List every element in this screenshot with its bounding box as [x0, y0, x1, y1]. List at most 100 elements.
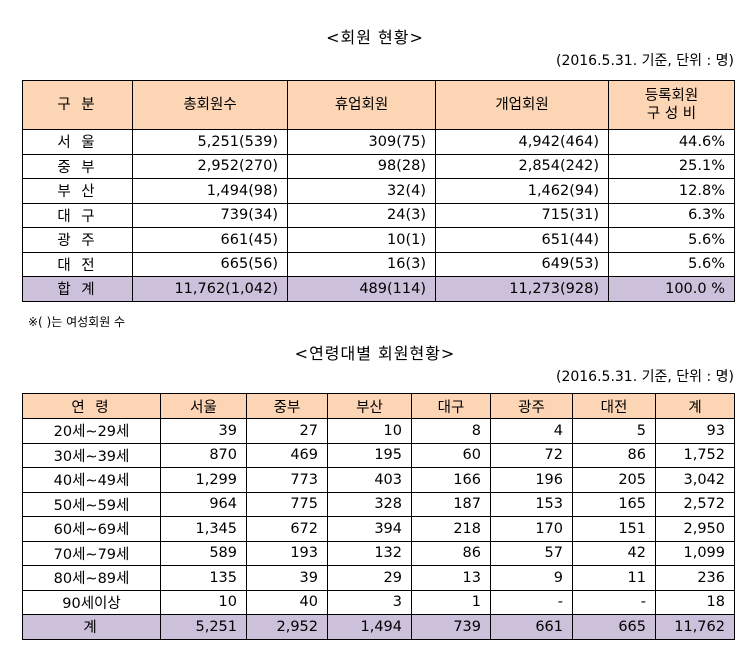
header-jungbu: 중부 — [246, 393, 328, 419]
table-row: 90세이상 10 40 3 1- -18 — [22, 589, 735, 615]
table-cell: 29 — [327, 565, 412, 591]
total-cell: 100.0 % — [608, 276, 735, 302]
table-cell: 12.8% — [608, 178, 735, 204]
table-row: 40세∼49세 1,299 773 403 166 196 205 3,042 — [22, 467, 735, 493]
table-cell: 5,251(539) — [132, 129, 288, 155]
table-row: 70세∼79세 589 193 132 86 57 42 1,099 — [22, 540, 735, 566]
table-row: 50세∼59세 964 775 328 187 153 165 2,572 — [22, 491, 735, 517]
table-cell: 236 — [655, 565, 735, 591]
header-daegu: 대구 — [411, 393, 491, 419]
table-cell: 27 — [246, 418, 328, 444]
table-cell: 4,942(464) — [435, 129, 609, 155]
header-composition-ratio: 등록회원 구 성 비 — [608, 80, 735, 130]
table-cell: 2,952(270) — [132, 153, 288, 179]
total-cell: 2,952 — [246, 614, 328, 640]
table-cell: 86 — [572, 442, 656, 468]
table-row: 60세∼69세 1,345 672 394 218 170 151 2,950 — [22, 516, 735, 542]
table-cell: 469 — [246, 442, 328, 468]
table-cell: 589 — [160, 540, 247, 566]
total-cell: 1,494 — [327, 614, 412, 640]
table-cell: 870 — [160, 442, 247, 468]
row-label: 50세∼59세 — [22, 491, 161, 517]
row-label: 70세∼79세 — [22, 540, 161, 566]
table-cell: 661(45) — [132, 227, 288, 253]
table-cell: 649(53) — [435, 251, 609, 277]
table-row: 중 부 2,952(270) 98(28) 2,854(242) 25.1% — [22, 153, 735, 179]
table1-header-row: 구 분 총회원수 휴업회원 개업회원 등록회원 구 성 비 — [22, 80, 735, 130]
row-label: 20세∼29세 — [22, 418, 161, 444]
total-cell: 11,762 — [655, 614, 735, 640]
total-cell: 665 — [572, 614, 656, 640]
row-label: 부 산 — [22, 178, 133, 204]
table1-unit-note: (2016.5.31. 기준, 단위 : 명) — [556, 53, 734, 69]
table-row: 20세∼29세 39 27 10 8 4 5 93 — [22, 418, 735, 444]
table-row: 광 주 661(45) 10(1) 651(44) 5.6% — [22, 227, 735, 253]
table-cell: - — [490, 589, 573, 615]
table-cell: 651(44) — [435, 227, 609, 253]
table-cell: 165 — [572, 491, 656, 517]
table-cell: 32(4) — [287, 178, 436, 204]
row-label: 40세∼49세 — [22, 467, 161, 493]
table-cell: 44.6% — [608, 129, 735, 155]
table-cell: 16(3) — [287, 251, 436, 277]
table-cell: 2,854(242) — [435, 153, 609, 179]
header-category: 구 분 — [22, 80, 133, 130]
header-age: 연 령 — [22, 393, 161, 419]
table-cell: 394 — [327, 516, 412, 542]
table-cell: 8 — [411, 418, 491, 444]
table2-unit-note: (2016.5.31. 기준, 단위 : 명) — [556, 369, 734, 385]
table-cell: 10 — [160, 589, 247, 615]
table-cell: 964 — [160, 491, 247, 517]
table-cell: 3 — [327, 589, 412, 615]
row-label: 광 주 — [22, 227, 133, 253]
row-label: 중 부 — [22, 153, 133, 179]
table-cell: 86 — [411, 540, 491, 566]
row-label: 30세∼39세 — [22, 442, 161, 468]
table-row: 대 전 665(56) 16(3) 649(53) 5.6% — [22, 251, 735, 277]
table-cell: 9 — [490, 565, 573, 591]
row-label: 서 울 — [22, 129, 133, 155]
total-cell: 661 — [490, 614, 573, 640]
table1-footnote: ※( )는 여성회원 수 — [28, 315, 126, 329]
row-label: 대 구 — [22, 202, 133, 228]
table-cell: 4 — [490, 418, 573, 444]
table-cell: 10 — [327, 418, 412, 444]
table-cell: 2,572 — [655, 491, 735, 517]
total-cell: 739 — [411, 614, 491, 640]
table-cell: 39 — [246, 565, 328, 591]
table-cell: 93 — [655, 418, 735, 444]
table2-title: <연령대별 회원현황> — [294, 344, 456, 363]
header-total-members: 총회원수 — [132, 80, 288, 130]
table-cell: 1 — [411, 589, 491, 615]
table-cell: 151 — [572, 516, 656, 542]
table-cell: 196 — [490, 467, 573, 493]
table-cell: 665(56) — [132, 251, 288, 277]
table-cell: 13 — [411, 565, 491, 591]
table-row: 부 산 1,494(98) 32(4) 1,462(94) 12.8% — [22, 178, 735, 204]
table-cell: 672 — [246, 516, 328, 542]
header-busan: 부산 — [327, 393, 412, 419]
header-seoul: 서울 — [160, 393, 247, 419]
table-row: 대 구 739(34) 24(3) 715(31) 6.3% — [22, 202, 735, 228]
table-cell: 18 — [655, 589, 735, 615]
total-cell: 11,273(928) — [435, 276, 609, 302]
table-cell: 135 — [160, 565, 247, 591]
table-cell: 309(75) — [287, 129, 436, 155]
member-status-table: 구 분 총회원수 휴업회원 개업회원 등록회원 구 성 비 서 울 5,251(5… — [22, 80, 735, 302]
table-cell: 10(1) — [287, 227, 436, 253]
table-cell: 1,462(94) — [435, 178, 609, 204]
table-cell: 170 — [490, 516, 573, 542]
table-cell: 25.1% — [608, 153, 735, 179]
table-row: 80세∼89세 135 39 29 13 9 11 236 — [22, 565, 735, 591]
header-inactive-members: 휴업회원 — [287, 80, 436, 130]
table-cell: 1,752 — [655, 442, 735, 468]
header-daejeon: 대전 — [572, 393, 656, 419]
table-cell: 5 — [572, 418, 656, 444]
row-label: 60세∼69세 — [22, 516, 161, 542]
table-cell: 775 — [246, 491, 328, 517]
table-cell: 24(3) — [287, 202, 436, 228]
table-cell: 739(34) — [132, 202, 288, 228]
table-row: 서 울 5,251(539) 309(75) 4,942(464) 44.6% — [22, 129, 735, 155]
table-cell: 98(28) — [287, 153, 436, 179]
table-cell: 57 — [490, 540, 573, 566]
